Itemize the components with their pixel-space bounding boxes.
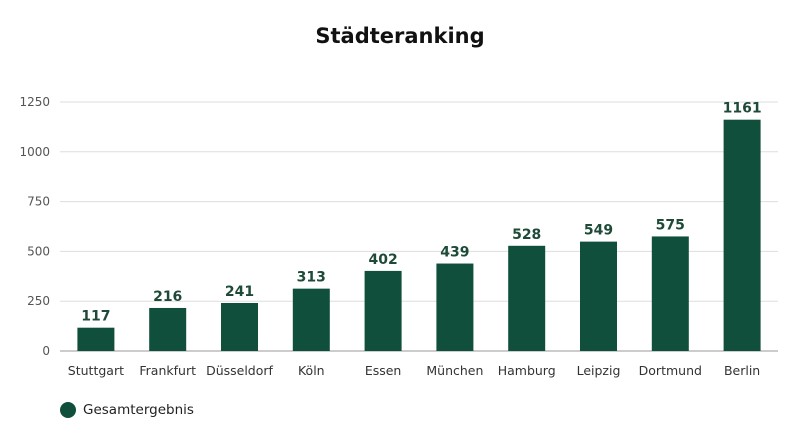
bar-essen [364,270,402,351]
data-label: 528 [512,227,541,243]
bar-hamburg [508,245,546,351]
data-labels: 117 216 241 313 402 439 528 549 575 1161 [81,101,761,325]
legend: Gesamtergebnis [60,402,194,418]
y-tick-label: 1250 [19,95,50,109]
category-label: Hamburg [498,363,556,378]
data-label: 241 [225,284,254,300]
bar-leipzig [580,241,617,351]
data-label: 117 [81,309,110,325]
category-label: Essen [365,363,402,378]
y-tick-label: 750 [27,195,50,209]
data-label: 549 [584,223,613,239]
bar-münchen [436,263,474,351]
y-axis-ticks: 0 250 500 750 1000 1250 [19,95,50,358]
category-label: Leipzig [577,363,621,378]
category-label: Düsseldorf [206,363,273,378]
data-label: 216 [153,289,182,305]
legend-label: Gesamtergebnis [83,402,194,418]
category-label: Köln [298,363,325,378]
x-axis-categories: Stuttgart Frankfurt Düsseldorf Köln Essen Mün… [68,363,760,378]
bar-dortmund [651,236,689,351]
data-label: 439 [440,245,469,261]
y-tick-label: 250 [27,294,50,308]
bar-frankfurt [149,307,187,351]
bar-düsseldorf [221,302,258,351]
bars [77,119,761,351]
category-label: Berlin [724,363,760,378]
y-tick-label: 1000 [19,145,50,159]
y-tick-label: 0 [42,344,50,358]
data-label: 313 [297,270,326,286]
category-label: Frankfurt [139,363,196,378]
bar-berlin [723,119,761,351]
bar-köln [292,288,330,351]
category-label: München [426,363,483,378]
data-label: 1161 [723,101,762,117]
data-label: 402 [368,252,397,268]
chart-title: Städteranking [315,24,485,48]
y-tick-label: 500 [27,244,50,258]
bar-stuttgart [77,327,115,351]
category-label: Stuttgart [68,363,124,378]
legend-swatch [60,402,76,418]
category-label: Dortmund [639,363,702,378]
data-label: 575 [656,217,685,233]
